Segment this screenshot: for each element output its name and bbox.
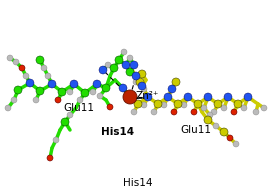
Circle shape	[127, 55, 133, 61]
Circle shape	[115, 56, 123, 64]
Circle shape	[122, 61, 130, 69]
Circle shape	[5, 105, 11, 111]
Text: Glu11: Glu11	[63, 103, 94, 113]
Circle shape	[110, 64, 118, 72]
Circle shape	[214, 100, 222, 108]
Circle shape	[119, 84, 127, 92]
Text: His14: His14	[123, 178, 153, 188]
Circle shape	[11, 97, 17, 103]
Circle shape	[204, 116, 212, 124]
Circle shape	[191, 109, 197, 115]
Circle shape	[154, 100, 162, 108]
Circle shape	[102, 84, 110, 92]
Circle shape	[233, 141, 239, 147]
Circle shape	[161, 102, 167, 108]
Circle shape	[261, 105, 267, 111]
Circle shape	[123, 90, 137, 104]
Circle shape	[13, 59, 19, 65]
Circle shape	[136, 78, 144, 86]
Circle shape	[231, 109, 237, 115]
Circle shape	[184, 93, 192, 101]
Circle shape	[67, 112, 73, 118]
Circle shape	[53, 137, 59, 143]
Circle shape	[41, 65, 47, 71]
Circle shape	[244, 93, 252, 101]
Circle shape	[220, 128, 228, 136]
Circle shape	[211, 109, 217, 115]
Circle shape	[134, 100, 142, 108]
Circle shape	[126, 68, 134, 76]
Circle shape	[19, 65, 25, 71]
Circle shape	[172, 78, 180, 86]
Circle shape	[7, 55, 13, 61]
Circle shape	[201, 105, 207, 111]
Circle shape	[181, 102, 187, 108]
Circle shape	[168, 85, 176, 93]
Circle shape	[67, 89, 73, 95]
Circle shape	[36, 56, 44, 64]
Circle shape	[138, 70, 146, 78]
Circle shape	[97, 93, 103, 99]
Circle shape	[144, 93, 152, 101]
Circle shape	[90, 89, 96, 95]
Circle shape	[58, 88, 66, 96]
Circle shape	[224, 93, 232, 101]
Circle shape	[61, 118, 69, 126]
Circle shape	[204, 93, 212, 101]
Circle shape	[77, 97, 83, 103]
Circle shape	[213, 123, 219, 129]
Circle shape	[141, 102, 147, 108]
Circle shape	[234, 100, 242, 108]
Circle shape	[14, 86, 22, 94]
Circle shape	[171, 109, 177, 115]
Text: His14: His14	[101, 127, 135, 137]
Circle shape	[227, 135, 233, 141]
Circle shape	[48, 80, 56, 88]
Circle shape	[33, 97, 39, 103]
Text: Glu11: Glu11	[180, 125, 212, 135]
Circle shape	[36, 87, 44, 95]
Circle shape	[93, 80, 101, 88]
Circle shape	[164, 93, 172, 101]
Circle shape	[221, 105, 227, 111]
Circle shape	[133, 79, 139, 85]
Circle shape	[138, 82, 146, 90]
Circle shape	[130, 61, 138, 69]
Circle shape	[151, 109, 157, 115]
Circle shape	[70, 80, 78, 88]
Circle shape	[194, 100, 202, 108]
Circle shape	[107, 104, 113, 110]
Circle shape	[174, 100, 182, 108]
Circle shape	[99, 66, 107, 74]
Circle shape	[105, 62, 111, 68]
Circle shape	[241, 105, 247, 111]
Circle shape	[121, 49, 127, 55]
Circle shape	[141, 86, 147, 92]
Circle shape	[131, 109, 137, 115]
Circle shape	[132, 72, 140, 80]
Circle shape	[207, 112, 213, 118]
Text: Zn²⁺: Zn²⁺	[136, 91, 159, 101]
Circle shape	[253, 109, 259, 115]
Circle shape	[23, 73, 29, 79]
Circle shape	[47, 155, 53, 161]
Circle shape	[45, 73, 51, 79]
Circle shape	[81, 89, 89, 97]
Circle shape	[55, 97, 61, 103]
Circle shape	[26, 79, 34, 87]
